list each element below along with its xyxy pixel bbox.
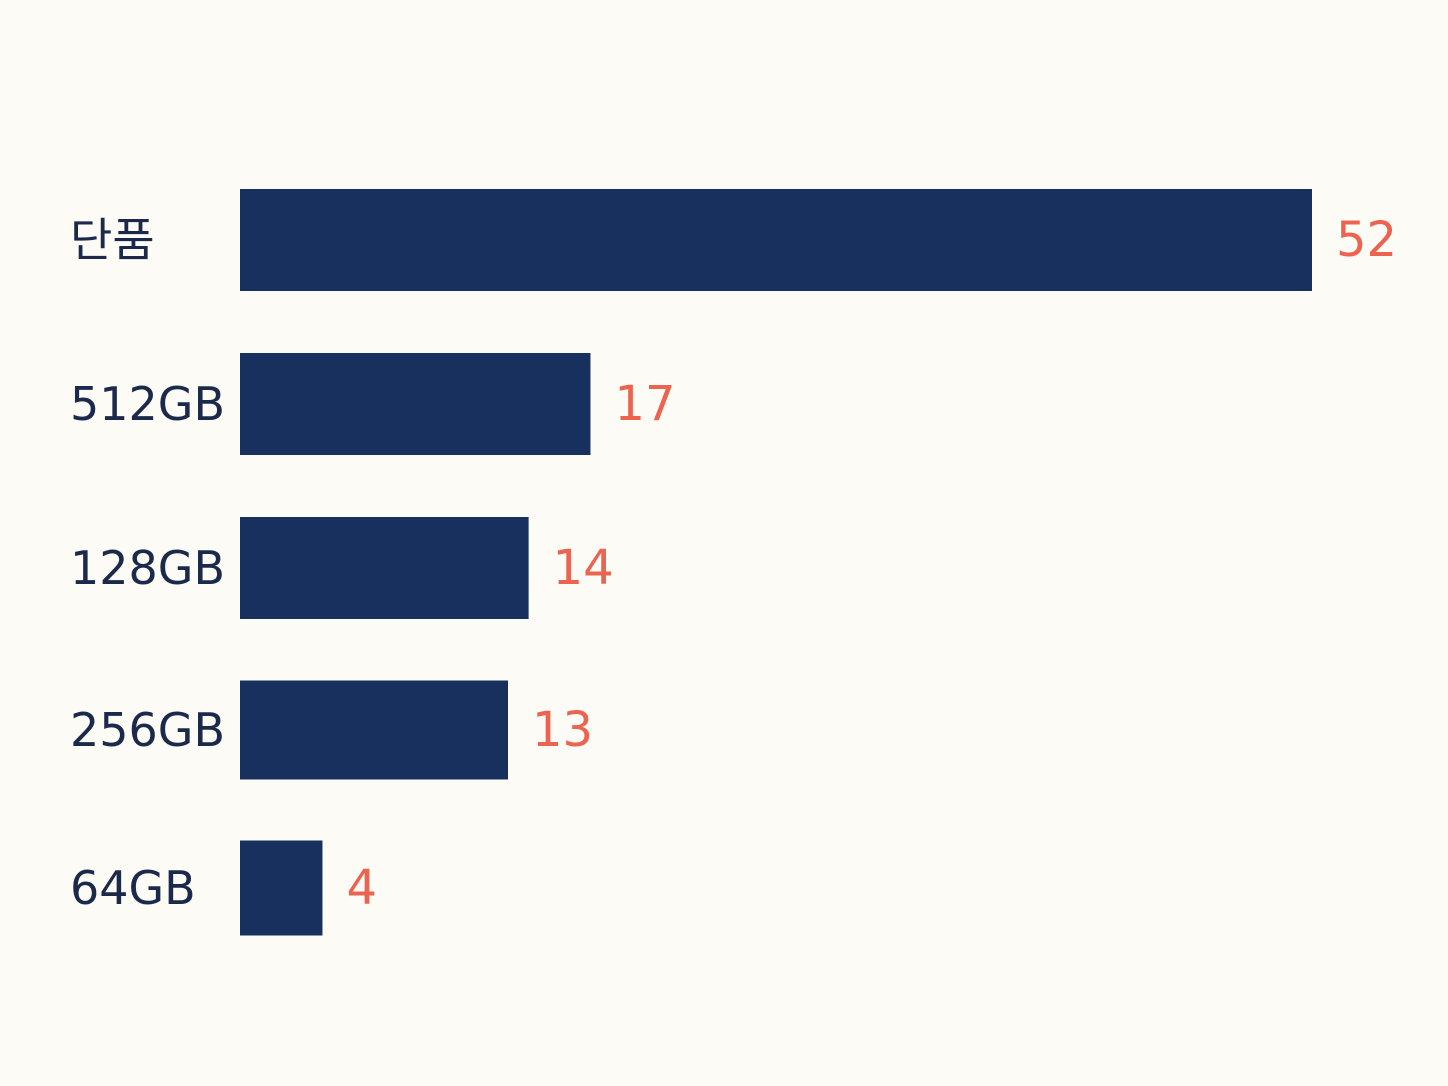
category-label-1: 512GB	[70, 377, 225, 431]
category-label-2: 128GB	[70, 541, 225, 595]
bar-4	[240, 840, 323, 936]
bar-3	[240, 680, 508, 780]
category-label-3: 256GB	[70, 703, 225, 757]
value-label-4: 4	[346, 860, 377, 916]
bars-group	[240, 189, 1312, 936]
value-label-1: 17	[614, 376, 675, 432]
bar-2	[240, 517, 529, 619]
value-label-0: 52	[1336, 212, 1397, 268]
category-label-0: 단품	[70, 213, 155, 267]
category-label-4: 64GB	[70, 861, 196, 915]
bar-1	[240, 353, 591, 455]
labels-group: 단품 52 512GB 17 128GB 14 256GB 13 64GB 4	[70, 212, 1397, 916]
value-label-2: 14	[553, 540, 614, 596]
bar-0	[240, 189, 1312, 291]
value-label-3: 13	[532, 702, 593, 758]
